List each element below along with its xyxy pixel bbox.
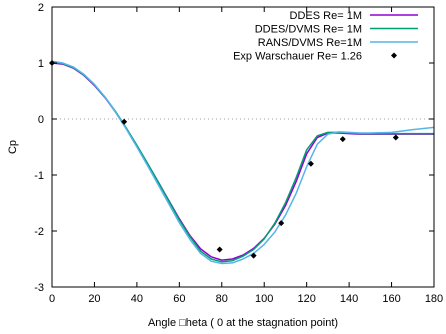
x-tick-label: 20 <box>88 293 100 305</box>
y-tick-label: -1 <box>34 170 44 182</box>
series-line-0 <box>51 62 434 261</box>
data-point <box>307 160 314 167</box>
x-tick-label: 0 <box>49 293 55 305</box>
legend-label-2: RANS/DVMS Re=1M <box>258 37 362 49</box>
y-axis-label: Cp <box>7 140 19 154</box>
x-axis-label: Angle □heta ( 0 at the stagnation point) <box>148 317 338 329</box>
legend-label-3: Exp Warschauer Re= 1.26 <box>233 51 362 63</box>
x-tick-label: 60 <box>173 293 185 305</box>
x-tick-label: 120 <box>297 293 315 305</box>
data-point <box>121 118 128 125</box>
x-tick-label: 40 <box>131 293 143 305</box>
y-tick-label: -2 <box>34 226 44 238</box>
x-tick-label: 180 <box>425 293 443 305</box>
x-tick-label: 160 <box>382 293 400 305</box>
legend-label-1: DDES/DVMS Re= 1M <box>255 24 362 36</box>
data-point <box>392 134 399 141</box>
data-point <box>250 252 257 259</box>
series-layer <box>49 60 435 265</box>
legend-swatch-3 <box>391 52 397 59</box>
x-tick-label: 100 <box>255 293 273 305</box>
x-tick-label: 140 <box>340 293 358 305</box>
data-point <box>339 136 346 143</box>
legend-label-0: DDES Re= 1M <box>290 10 362 22</box>
series-line-1 <box>51 61 434 263</box>
data-point <box>216 246 223 253</box>
y-tick-label: 0 <box>38 114 44 126</box>
x-tick-label: 80 <box>216 293 228 305</box>
y-tick-label: -3 <box>34 282 44 294</box>
y-tick-label: 1 <box>38 58 44 70</box>
y-tick-label: 2 <box>38 2 44 14</box>
data-point <box>278 220 285 227</box>
plot-frame <box>51 6 435 288</box>
ticks-layer: 0 20 40 60 80 100 120 140 160 180 -3 -2 -1 0 1 2 <box>34 2 443 305</box>
series-line-2 <box>51 60 435 265</box>
